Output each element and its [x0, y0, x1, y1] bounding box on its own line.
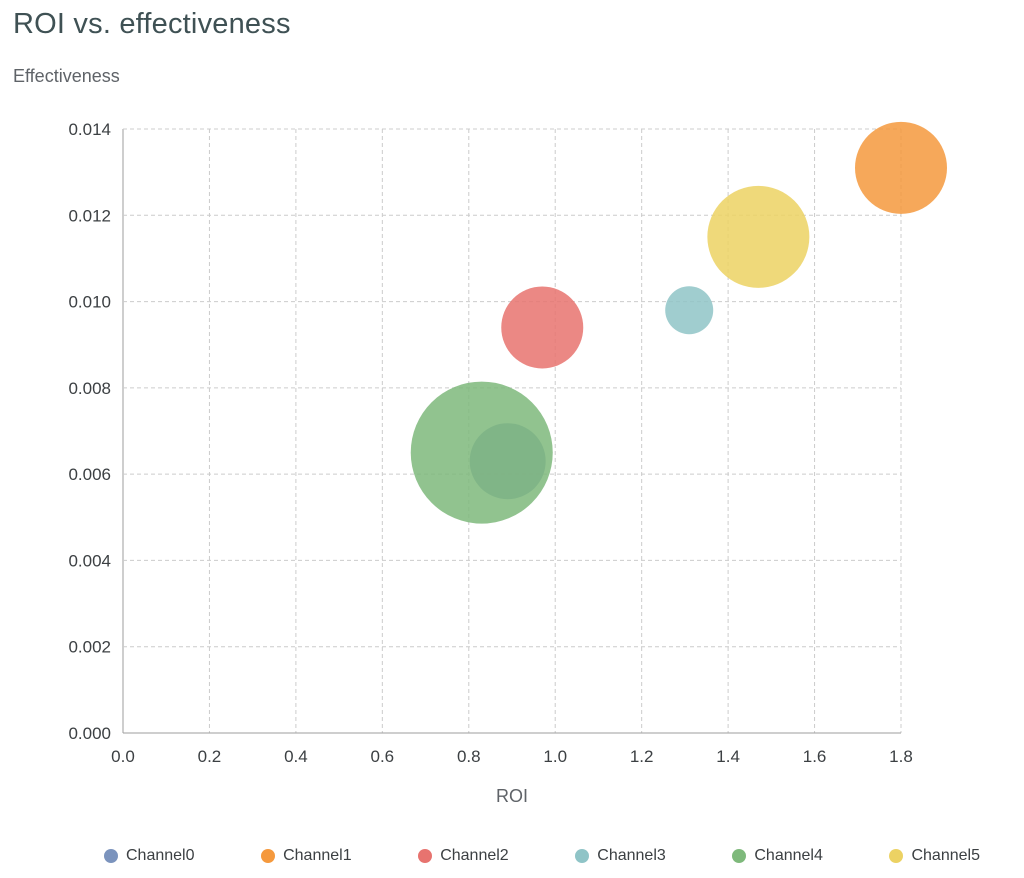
bubble-chart-plot-area[interactable]: 0.0 0.2 0.4 0.6 0.8 1.0 1.2 1.4 1.6 1.8 0.000 0.002… [0, 0, 1024, 840]
bubble-channel3[interactable] [665, 286, 714, 335]
legend-label: Channel2 [440, 847, 509, 864]
bubble-channel4[interactable] [410, 381, 553, 524]
x-tick-label: 1.0 [543, 747, 567, 766]
y-tick-label: 0.006 [68, 465, 111, 484]
legend-dot-channel5 [889, 849, 904, 863]
bubble-channel1[interactable] [855, 121, 947, 214]
chart-title: ROI vs. effectiveness [13, 8, 291, 40]
x-tick-label: 1.6 [803, 747, 827, 766]
x-tick-label: 1.8 [889, 747, 913, 766]
y-tick-label: 0.000 [68, 724, 111, 743]
y-axis-title: Effectiveness [13, 66, 120, 86]
legend-label: Channel1 [283, 847, 352, 864]
y-tick-label: 0.002 [68, 638, 111, 657]
legend-item-channel4: Channel4 [732, 847, 823, 865]
x-tick-label: 0.6 [371, 747, 395, 766]
legend-label: Channel5 [911, 847, 980, 864]
bubble-channel2[interactable] [501, 286, 584, 369]
legend-item-channel5: Channel5 [889, 847, 980, 865]
chart-legend: Channel0 Channel1 Channel2 Channel3 Channel4… [104, 847, 980, 865]
legend-item-channel3: Channel3 [575, 847, 666, 865]
legend-item-channel2: Channel2 [418, 847, 509, 865]
x-tick-label: 0.4 [284, 747, 308, 766]
legend-label: Channel0 [126, 847, 195, 864]
x-tick-label: 0.2 [198, 747, 222, 766]
y-tick-label: 0.010 [68, 293, 111, 312]
legend-label: Channel4 [754, 847, 823, 864]
legend-dot-channel2 [418, 849, 433, 863]
legend-dot-channel3 [575, 849, 590, 863]
bubble-channel5[interactable] [707, 185, 810, 288]
legend-dot-channel4 [732, 849, 747, 863]
legend-item-channel1: Channel1 [261, 847, 352, 865]
x-tick-label: 0.8 [457, 747, 481, 766]
y-tick-label: 0.004 [68, 551, 111, 570]
x-tick-label: 0.0 [111, 747, 135, 766]
x-axis-title: ROI [495, 786, 528, 806]
x-tick-label: 1.4 [716, 747, 740, 766]
y-tick-label: 0.008 [68, 379, 111, 398]
legend-label: Channel3 [597, 847, 666, 864]
legend-dot-channel0 [104, 849, 118, 863]
y-tick-label: 0.012 [68, 206, 111, 225]
legend-item-channel0: Channel0 [104, 847, 195, 865]
x-tick-label: 1.2 [630, 747, 654, 766]
legend-dot-channel1 [261, 849, 276, 863]
y-tick-label: 0.014 [68, 120, 111, 139]
